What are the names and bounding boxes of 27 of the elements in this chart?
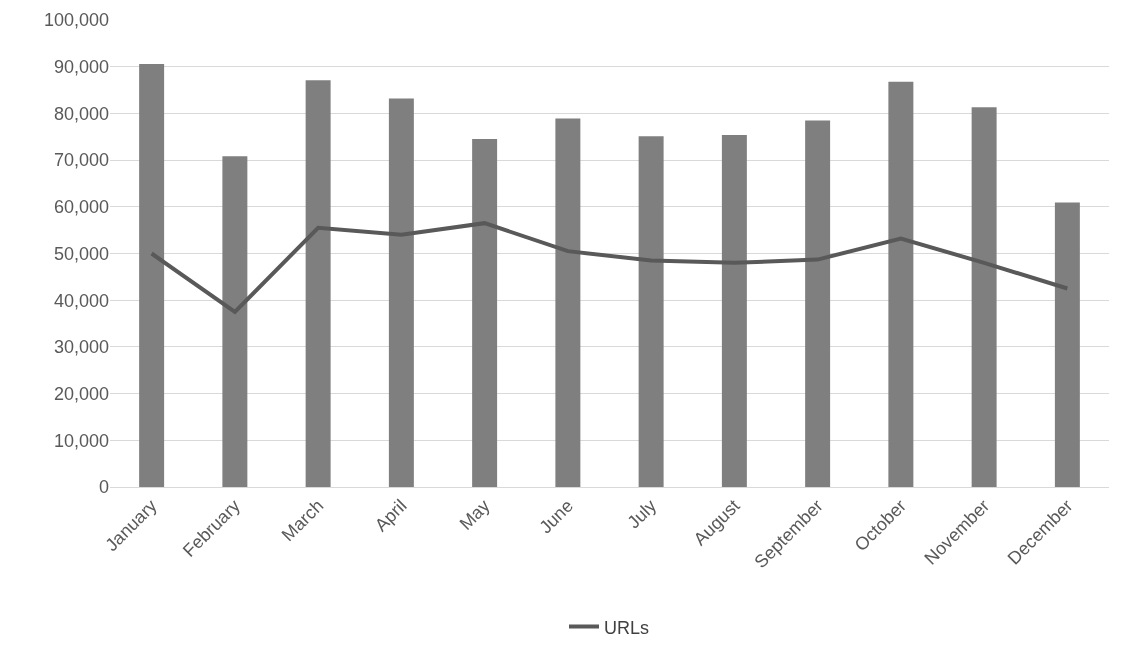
y-tick-label: 60,000 <box>53 197 109 218</box>
bar <box>555 118 581 487</box>
y-tick-label: 40,000 <box>53 290 109 311</box>
bar <box>888 81 914 487</box>
line-series <box>149 221 1070 314</box>
x-tick-label: July <box>623 495 661 533</box>
y-tick-label: 10,000 <box>53 430 109 451</box>
bar <box>971 107 997 487</box>
y-tick-label: 30,000 <box>53 337 109 358</box>
y-tick-label: 100,000 <box>43 10 109 31</box>
bar <box>472 139 498 487</box>
bar <box>305 80 331 487</box>
bar <box>721 134 747 487</box>
legend-label: URLs <box>604 617 650 638</box>
bar <box>1054 202 1080 487</box>
bar <box>638 136 664 487</box>
bar <box>805 120 831 487</box>
y-tick-label: 20,000 <box>53 383 109 404</box>
y-tick-label: 90,000 <box>53 57 109 77</box>
y-tick-label: 50,000 <box>53 243 109 264</box>
y-tick-label: 0 <box>98 477 109 498</box>
bar <box>388 98 414 487</box>
y-tick-label: 80,000 <box>53 103 109 124</box>
bar <box>222 156 248 487</box>
x-tick-label: May <box>455 495 494 534</box>
y-tick-label: 70,000 <box>53 150 109 171</box>
bar <box>139 63 165 487</box>
